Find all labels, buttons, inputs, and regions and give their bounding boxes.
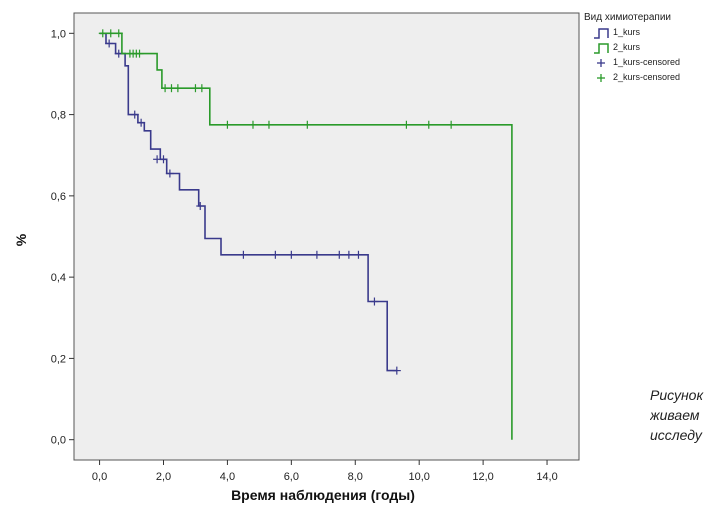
censor-mark-2-kurs [173,84,182,93]
x-tick-label: 10,0 [408,471,429,483]
legend-label: 2_kurs [613,42,641,52]
figure-caption: Рисунок живаем исследу [650,385,728,445]
x-tick-label: 2,0 [156,471,171,483]
censor-mark-1-kurs [271,250,280,259]
caption-line-3: исследу [650,427,702,443]
y-tick-label: 0,8 [51,110,66,122]
legend-label: 1_kurs-censored [613,57,681,67]
legend: Вид химиотерапии 1_kurs 2_kurs 1_kurs-cens… [584,13,728,85]
y-tick-label: 0,4 [51,272,66,284]
x-tick-label: 4,0 [220,471,235,483]
censor-mark-2-kurs [114,29,123,38]
y-tick-label: 0,2 [51,353,66,365]
x-tick-label: 8,0 [348,471,363,483]
censor-mark-1-kurs [312,250,321,259]
plot-area [73,12,580,461]
censor-mark-2-kurs [106,29,115,38]
censor-mark-1-kurs [130,110,139,119]
censor-mark-1-kurs [287,250,296,259]
x-axis-title: Время наблюдения (годы) [231,487,415,503]
censor-mark-2-kurs [248,120,257,129]
x-tick-label: 6,0 [284,471,299,483]
censor-mark-2-kurs [424,120,433,129]
legend-label: 2_kurs-censored [613,72,681,82]
censor-mark-2-kurs [264,120,273,129]
censor-mark-1-kurs [354,250,363,259]
legend-entry: 2_kurs [584,40,728,55]
censor-mark-1-kurs [239,250,248,259]
censor-mark-2-kurs [135,49,144,58]
x-tick-label: 12,0 [472,471,493,483]
caption-line-1: Рисунок [650,387,704,403]
censor-mark-2-kurs [223,120,232,129]
step-line-icon [594,42,609,54]
plus-icon [597,58,605,67]
censor-mark-1-kurs [370,297,379,306]
censor-mark-1-kurs [159,155,168,164]
x-tick-label: 14,0 [536,471,557,483]
legend-title: Вид химиотерапии [584,13,671,23]
y-tick-label: 1,0 [51,28,66,40]
censor-mark-1-kurs [392,366,401,375]
censor-mark-2-kurs [303,120,312,129]
survival-curve-1-kurs [99,32,397,372]
y-tick-label: 0,0 [51,435,66,447]
y-axis-title: % [13,233,29,246]
legend-entry: 1_kurs [584,25,728,40]
plus-icon [597,73,605,82]
censor-mark-2-kurs [98,29,107,38]
censor-mark-1-kurs [137,118,146,127]
step-line-icon [594,27,609,39]
censor-mark-1-kurs [105,39,114,48]
censor-mark-1-kurs [344,250,353,259]
legend-entry: 1_kurs-censored [584,55,728,70]
caption-line-2: живаем [650,407,700,423]
y-tick-label: 0,6 [51,191,66,203]
legend-entry: 2_kurs-censored [584,70,728,85]
censor-mark-1-kurs [196,202,205,211]
x-tick-label: 0,0 [92,471,107,483]
censor-mark-1-kurs [165,169,174,178]
legend-label: 1_kurs [613,27,641,37]
censor-mark-2-kurs [197,84,206,93]
censor-mark-1-kurs [335,250,344,259]
censor-mark-2-kurs [447,120,456,129]
censor-mark-2-kurs [402,120,411,129]
